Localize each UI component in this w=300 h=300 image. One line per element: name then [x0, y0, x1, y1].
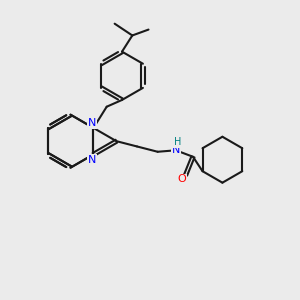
- Text: N: N: [88, 118, 96, 128]
- Text: N: N: [88, 155, 96, 165]
- Text: H: H: [174, 137, 181, 147]
- Text: O: O: [178, 174, 187, 184]
- Text: N: N: [172, 145, 180, 155]
